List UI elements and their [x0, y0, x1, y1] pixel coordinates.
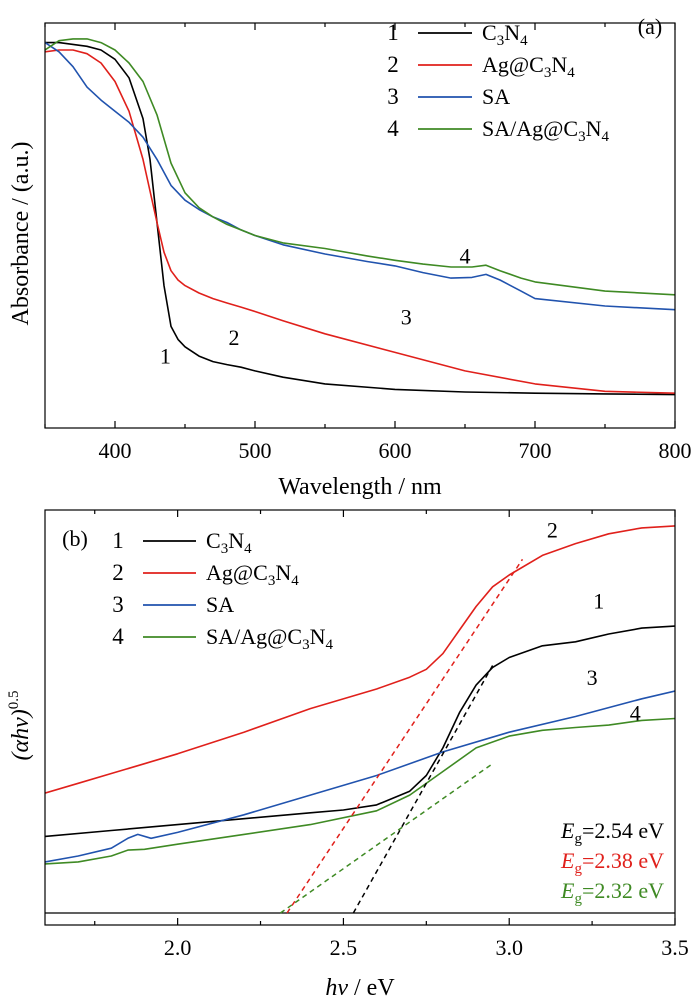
x-tick-label: 3.5: [661, 935, 689, 960]
legend-number: 1: [112, 528, 124, 553]
panel-label: (b): [62, 526, 88, 551]
legend-label: SA: [206, 592, 234, 617]
tangent-line-1: [352, 665, 494, 914]
legend-number: 4: [387, 116, 399, 141]
curve-label: 2: [229, 325, 240, 350]
panel-a: 400 500 600 700 800 Wavelength / nm Absorbance…: [8, 14, 692, 500]
legend: 1 C3N4 2 Ag@C3N4 3 SA 4 SA/Ag@C3N4: [112, 528, 333, 653]
panel-b: 2.0 2.5 3.0 3.5 hv / eV (αhv)0.5 (b) 1 C3N4 2 Ag@C…: [6, 509, 689, 1001]
y-axis-label: (αhv)0.5: [6, 691, 34, 761]
bandgap-annotation: Eg=2.38 eV: [560, 848, 664, 877]
x-tick-label: 3.0: [495, 935, 523, 960]
legend-label: C3N4: [482, 20, 528, 49]
legend-label: Ag@C3N4: [482, 52, 575, 81]
x-axis-label: Wavelength / nm: [278, 474, 442, 500]
series-line-1: [45, 41, 675, 396]
series-line-2: [45, 49, 675, 394]
legend-number: 4: [112, 624, 124, 649]
curve-label: 3: [401, 305, 412, 330]
y-axis-label: Absorbance / (a.u.): [8, 142, 34, 326]
curve-label: 3: [587, 665, 598, 690]
series-line-1: [45, 625, 675, 838]
x-tick-label: 2.5: [330, 935, 358, 960]
series-line-3: [45, 41, 675, 311]
legend: 1 C3N4 2 Ag@C3N4 3 SA 4 SA/Ag@C3N4: [387, 20, 609, 145]
x-axis-label: hv / eV: [325, 975, 395, 1001]
series-line-4: [45, 717, 675, 865]
legend-number: 1: [387, 20, 399, 45]
series-line-4: [45, 38, 675, 296]
series-line-3: [45, 690, 675, 863]
curve-label: 4: [630, 700, 641, 725]
plot-frame: [44, 22, 676, 429]
curve-label: 2: [547, 518, 558, 543]
x-tick-label: 700: [519, 438, 552, 463]
tangent-line-4: [279, 763, 494, 914]
legend-number: 2: [112, 560, 124, 585]
tangent-line-2: [286, 558, 524, 914]
legend-number: 2: [387, 52, 399, 77]
x-tick-label: 400: [99, 438, 132, 463]
plot-frame: [44, 509, 676, 926]
x-tick-label: 800: [659, 438, 692, 463]
panel-label: (a): [638, 14, 662, 39]
x-tick-label: 600: [379, 438, 412, 463]
legend-label: SA: [482, 84, 510, 109]
curve-label: 1: [593, 588, 604, 613]
legend-number: 3: [387, 84, 399, 109]
legend-label: C3N4: [206, 528, 252, 557]
legend-label: Ag@C3N4: [206, 560, 299, 589]
legend-number: 3: [112, 592, 124, 617]
bandgap-annotation: Eg=2.54 eV: [560, 818, 664, 847]
bandgap-annotation: Eg=2.32 eV: [560, 878, 664, 907]
legend-label: SA/Ag@C3N4: [482, 116, 609, 145]
series-line-2: [45, 525, 675, 794]
curve-label: 4: [460, 243, 471, 268]
x-tick-label: 2.0: [164, 935, 192, 960]
legend-label: SA/Ag@C3N4: [206, 624, 333, 653]
x-tick-label: 500: [239, 438, 272, 463]
curve-label: 1: [160, 343, 171, 368]
